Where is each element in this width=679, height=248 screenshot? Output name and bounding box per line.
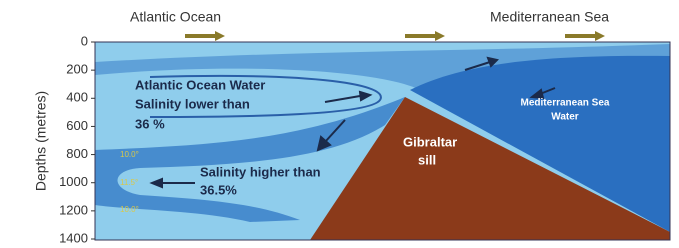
y-tick-label: 600 bbox=[66, 118, 88, 133]
temperature: 10.0° bbox=[120, 150, 139, 159]
y-tick-label: 1200 bbox=[59, 202, 88, 217]
label: 36.5% bbox=[200, 182, 237, 197]
y-tick-label: 0 bbox=[81, 33, 88, 48]
label: Salinity higher than bbox=[200, 164, 321, 179]
diagram: Atlantic Ocean Mediterranean Sea Depths … bbox=[0, 0, 679, 243]
temperature: 10.0° bbox=[120, 205, 139, 214]
header-right: Mediterranean Sea bbox=[490, 9, 609, 25]
header-left: Atlantic Ocean bbox=[130, 9, 221, 25]
y-tick-label: 1400 bbox=[59, 230, 88, 243]
y-tick-label: 400 bbox=[66, 90, 88, 105]
label: Salinity lower than bbox=[135, 96, 250, 111]
y-tick-label: 200 bbox=[66, 62, 88, 77]
label: Atlantic Ocean Water bbox=[135, 77, 265, 92]
label: sill bbox=[418, 152, 436, 167]
temperature: 11.5° bbox=[120, 178, 138, 187]
label: Mediterranean Sea bbox=[521, 98, 610, 109]
label: Gibraltar bbox=[403, 134, 457, 149]
page: {"header": {"left": "Atlantic Ocean", "r… bbox=[0, 0, 679, 243]
axis-label: Depths (metres) bbox=[33, 91, 49, 191]
y-tick-label: 800 bbox=[66, 146, 88, 161]
label: Water bbox=[551, 112, 579, 123]
surface-arrows bbox=[185, 31, 605, 41]
label: 36 % bbox=[135, 116, 165, 131]
y-tick-label: 1000 bbox=[59, 174, 88, 189]
